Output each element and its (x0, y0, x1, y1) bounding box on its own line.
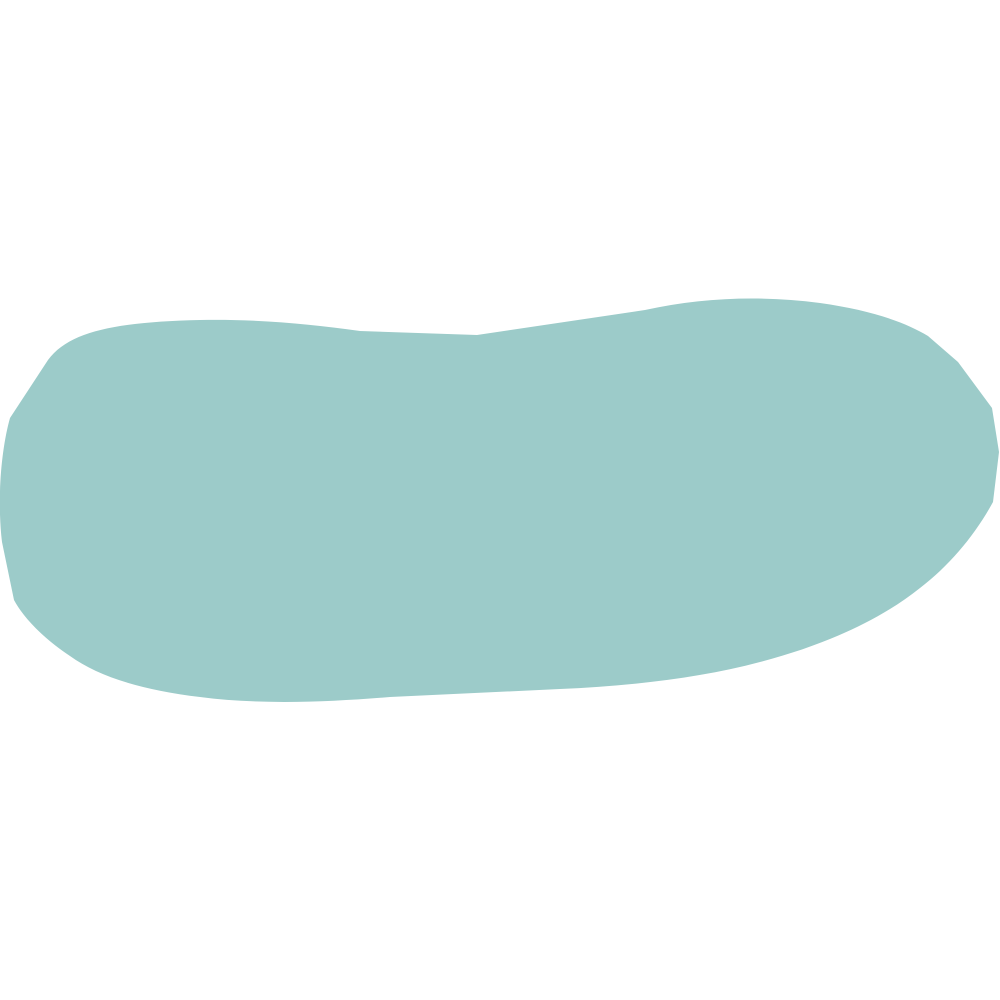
blob-shape (0, 298, 999, 702)
